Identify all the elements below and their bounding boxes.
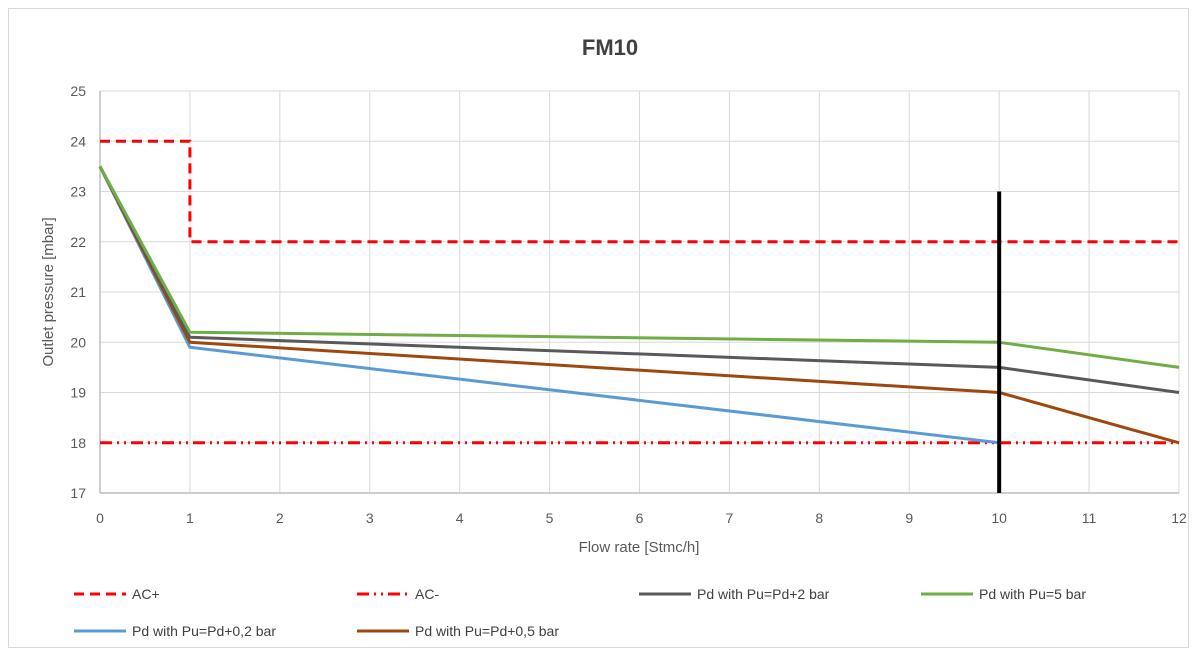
x-tick-label: 7 [726,510,734,526]
x-tick-label: 1 [186,510,194,526]
y-tick-label: 19 [70,385,86,401]
y-tick-label: 17 [70,485,86,501]
legend-label: Pd with Pu=Pd+2 bar [697,586,830,602]
y-tick-label: 22 [70,234,86,250]
x-tick-label: 11 [1082,510,1097,526]
x-tick-label: 9 [905,510,913,526]
x-tick-label: 3 [366,510,374,526]
legend-label: AC- [415,586,439,602]
x-tick-label: 6 [636,510,644,526]
x-tick-label: 2 [276,510,284,526]
legend-label: Pd with Pu=Pd+0,2 bar [132,623,276,639]
x-tick-label: 10 [991,510,1007,526]
series-lines [98,139,1180,493]
x-axis-label: Flow rate [Stmc/h] [579,539,700,556]
chart-frame [8,8,1189,648]
y-tick-label: 20 [70,334,86,350]
chart-title: FM10 [582,35,638,60]
legend-label: Pd with Pu=5 bar [979,586,1086,602]
y-axis-label: Outlet pressure [mbar] [40,217,57,366]
x-tick-label: 12 [1171,510,1187,526]
series-line-3 [98,165,1180,369]
y-tick-label: 21 [70,284,86,300]
x-tick-label: 4 [456,510,464,526]
x-tick-label: 8 [815,510,823,526]
x-tick-label: 0 [96,510,104,526]
legend-label: AC+ [132,586,160,602]
y-tick-label: 24 [70,133,86,149]
legend: AC+ AC- Pd with Pu=Pd+2 bar Pd with Pu=5 ba… [74,586,1086,639]
y-tick-label: 23 [70,184,86,200]
legend-label: Pd with Pu=Pd+0,5 bar [415,623,559,639]
x-tick-label: 5 [546,510,554,526]
grid [99,90,1180,494]
y-tick-label: 18 [70,435,86,451]
y-tick-label: 25 [70,83,86,99]
